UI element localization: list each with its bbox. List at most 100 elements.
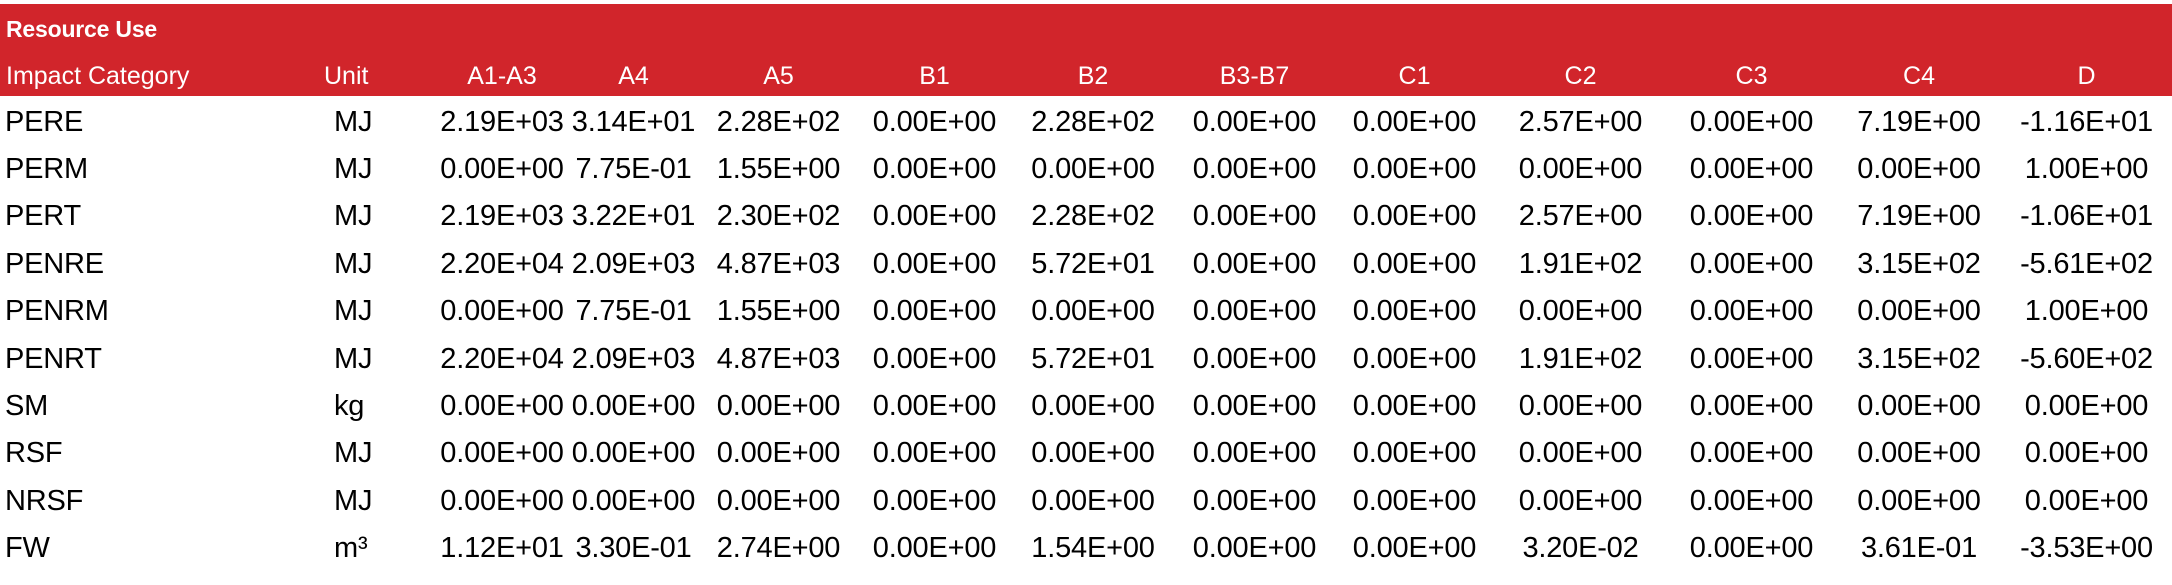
value-cell[interactable]: 0.00E+00: [1352, 247, 1477, 280]
value-cell[interactable]: 0.00E+00: [571, 437, 696, 470]
value-cell[interactable]: 0.00E+00: [716, 484, 841, 517]
column-header-b2[interactable]: B2: [1077, 62, 1109, 90]
value-cell[interactable]: 0.00E+00: [1192, 390, 1317, 423]
value-cell[interactable]: 1.55E+00: [716, 153, 841, 186]
value-cell[interactable]: 0.00E+00: [1857, 437, 1981, 470]
table-row[interactable]: PENRM MJ 0.00E+00 7.75E-01 1.55E+00 0.00…: [0, 288, 2172, 335]
row-label[interactable]: PENRM: [5, 295, 109, 328]
column-header-unit[interactable]: Unit: [324, 62, 369, 90]
value-cell[interactable]: 0.00E+00: [1192, 295, 1317, 328]
row-label[interactable]: PENRE: [5, 247, 104, 280]
value-cell[interactable]: 0.00E+00: [1031, 153, 1155, 186]
value-cell[interactable]: -5.61E+02: [2020, 247, 2153, 280]
value-cell[interactable]: 5.72E+01: [1031, 342, 1155, 375]
column-header-c4[interactable]: C4: [1903, 62, 1935, 90]
value-cell[interactable]: -1.06E+01: [2020, 200, 2153, 233]
value-cell[interactable]: 2.28E+02: [716, 105, 841, 138]
column-header-a5[interactable]: A5: [763, 62, 794, 90]
value-cell[interactable]: 4.87E+03: [716, 247, 841, 280]
value-cell[interactable]: 0.00E+00: [2024, 437, 2149, 470]
unit-cell[interactable]: MJ: [334, 200, 373, 233]
value-cell[interactable]: 0.00E+00: [440, 390, 564, 423]
value-cell[interactable]: 0.00E+00: [1689, 153, 1814, 186]
value-cell[interactable]: 7.75E-01: [575, 153, 692, 186]
value-cell[interactable]: 3.22E+01: [571, 200, 696, 233]
value-cell[interactable]: 0.00E+00: [1518, 437, 1643, 470]
value-cell[interactable]: 0.00E+00: [571, 390, 696, 423]
column-header-b1[interactable]: B1: [919, 62, 950, 90]
value-cell[interactable]: 0.00E+00: [872, 247, 997, 280]
value-cell[interactable]: 0.00E+00: [1352, 532, 1477, 565]
value-cell[interactable]: 1.12E+01: [440, 532, 564, 565]
unit-cell[interactable]: MJ: [334, 247, 373, 280]
table-row[interactable]: NRSF MJ 0.00E+00 0.00E+00 0.00E+00 0.00E…: [0, 477, 2172, 524]
value-cell[interactable]: 2.74E+00: [716, 532, 841, 565]
value-cell[interactable]: 2.57E+00: [1518, 105, 1643, 138]
unit-cell[interactable]: MJ: [334, 295, 373, 328]
value-cell[interactable]: 1.55E+00: [716, 295, 841, 328]
value-cell[interactable]: 0.00E+00: [1031, 295, 1155, 328]
value-cell[interactable]: 0.00E+00: [1689, 105, 1814, 138]
value-cell[interactable]: 0.00E+00: [1689, 390, 1814, 423]
value-cell[interactable]: 0.00E+00: [1689, 532, 1814, 565]
value-cell[interactable]: 0.00E+00: [872, 342, 997, 375]
value-cell[interactable]: 0.00E+00: [440, 153, 564, 186]
value-cell[interactable]: 0.00E+00: [1031, 390, 1155, 423]
value-cell[interactable]: 1.91E+02: [1518, 342, 1643, 375]
value-cell[interactable]: 7.75E-01: [575, 295, 692, 328]
value-cell[interactable]: -3.53E+00: [2020, 532, 2153, 565]
value-cell[interactable]: 0.00E+00: [872, 484, 997, 517]
table-row[interactable]: SM kg 0.00E+00 0.00E+00 0.00E+00 0.00E+0…: [0, 382, 2172, 429]
value-cell[interactable]: 0.00E+00: [1192, 105, 1317, 138]
value-cell[interactable]: 0.00E+00: [1689, 342, 1814, 375]
value-cell[interactable]: 3.14E+01: [571, 105, 696, 138]
row-label[interactable]: FW: [5, 532, 50, 565]
value-cell[interactable]: 3.61E-01: [1860, 532, 1978, 565]
row-label[interactable]: SM: [5, 390, 49, 423]
value-cell[interactable]: 0.00E+00: [1689, 295, 1814, 328]
value-cell[interactable]: 0.00E+00: [1192, 532, 1317, 565]
value-cell[interactable]: 0.00E+00: [1192, 484, 1317, 517]
value-cell[interactable]: 0.00E+00: [1518, 153, 1643, 186]
unit-cell[interactable]: MJ: [334, 484, 373, 517]
value-cell[interactable]: 0.00E+00: [1518, 390, 1643, 423]
value-cell[interactable]: 0.00E+00: [716, 390, 841, 423]
value-cell[interactable]: 2.30E+02: [716, 200, 841, 233]
value-cell[interactable]: 0.00E+00: [872, 200, 997, 233]
unit-cell[interactable]: kg: [334, 390, 365, 423]
row-label[interactable]: PENRT: [5, 342, 102, 375]
value-cell[interactable]: 0.00E+00: [440, 484, 564, 517]
value-cell[interactable]: 0.00E+00: [1352, 342, 1477, 375]
value-cell[interactable]: 0.00E+00: [1031, 437, 1155, 470]
value-cell[interactable]: 0.00E+00: [716, 437, 841, 470]
value-cell[interactable]: 2.57E+00: [1518, 200, 1643, 233]
value-cell[interactable]: 0.00E+00: [872, 532, 997, 565]
value-cell[interactable]: 2.28E+02: [1031, 105, 1155, 138]
value-cell[interactable]: 0.00E+00: [1192, 247, 1317, 280]
value-cell[interactable]: 2.09E+03: [571, 247, 696, 280]
value-cell[interactable]: 0.00E+00: [1352, 484, 1477, 517]
value-cell[interactable]: 2.09E+03: [571, 342, 696, 375]
table-row[interactable]: PERM MJ 0.00E+00 7.75E-01 1.55E+00 0.00E…: [0, 145, 2172, 192]
value-cell[interactable]: 0.00E+00: [1518, 484, 1643, 517]
value-cell[interactable]: 0.00E+00: [1689, 200, 1814, 233]
value-cell[interactable]: 3.15E+02: [1857, 247, 1981, 280]
table-row[interactable]: PENRE MJ 2.20E+04 2.09E+03 4.87E+03 0.00…: [0, 240, 2172, 287]
value-cell[interactable]: 0.00E+00: [872, 295, 997, 328]
column-header-d[interactable]: D: [2077, 62, 2096, 90]
column-header-a1-a3[interactable]: A1-A3: [467, 62, 537, 90]
value-cell[interactable]: 2.19E+03: [440, 200, 564, 233]
value-cell[interactable]: 3.20E-02: [1522, 532, 1639, 565]
unit-cell[interactable]: MJ: [334, 437, 373, 470]
value-cell[interactable]: 0.00E+00: [1352, 390, 1477, 423]
value-cell[interactable]: -5.60E+02: [2020, 342, 2153, 375]
unit-cell[interactable]: MJ: [334, 153, 373, 186]
row-label[interactable]: NRSF: [5, 484, 84, 517]
row-label[interactable]: PERE: [5, 105, 84, 138]
value-cell[interactable]: 0.00E+00: [1192, 200, 1317, 233]
table-row[interactable]: PENRT MJ 2.20E+04 2.09E+03 4.87E+03 0.00…: [0, 335, 2172, 382]
value-cell[interactable]: 0.00E+00: [1857, 484, 1981, 517]
value-cell[interactable]: 0.00E+00: [440, 295, 564, 328]
row-label[interactable]: PERM: [5, 153, 88, 186]
value-cell[interactable]: 1.54E+00: [1031, 532, 1155, 565]
